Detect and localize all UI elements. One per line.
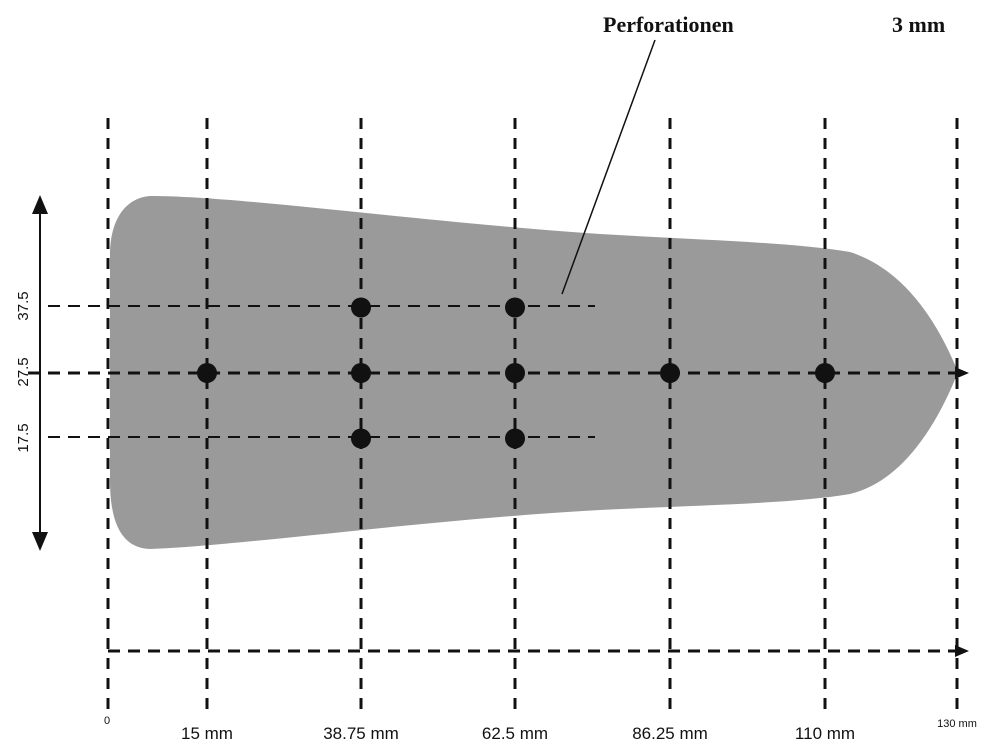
- y-tick-37-5: 37.5: [15, 291, 32, 320]
- x-tick-15: 15 mm: [181, 724, 233, 743]
- perforations: [197, 297, 835, 449]
- perforation-dot: [505, 428, 525, 449]
- perforation-dot: [351, 428, 371, 449]
- perforation-dot: [197, 363, 217, 383]
- width-dimension-arrow: [32, 195, 48, 551]
- x-tick-38-75: 38.75 mm: [323, 724, 399, 743]
- perforation-dot: [660, 363, 680, 383]
- x-tick-86-25: 86.25 mm: [632, 724, 708, 743]
- x-tick-62-5: 62.5 mm: [482, 724, 548, 743]
- y-tick-17-5: 17.5: [15, 423, 32, 452]
- x-tick-110: 110 mm: [795, 724, 855, 743]
- length-arrowhead: [955, 645, 969, 657]
- perforation-dot: [351, 363, 371, 383]
- center-line-arrowhead: [955, 367, 969, 379]
- perforation-callout-label: Perforationen: [603, 12, 734, 37]
- perforation-dot: [351, 297, 371, 318]
- perforation-dot: [505, 297, 525, 318]
- horizontal-guides: [28, 305, 960, 653]
- thickness-label: 3 mm: [892, 12, 945, 37]
- perforation-dot: [815, 363, 835, 383]
- perforation-dot: [505, 363, 525, 383]
- y-tick-27-5: 27.5: [15, 357, 32, 386]
- y-tick-labels: 37.5 27.5 17.5: [15, 291, 32, 452]
- callout-leader: [561, 39, 656, 295]
- x-tick-0: 0: [104, 715, 110, 727]
- x-tick-labels: 0 15 mm 38.75 mm 62.5 mm 86.25 mm 110 mm…: [104, 715, 977, 743]
- down-arrowhead: [32, 532, 48, 551]
- up-arrowhead: [32, 195, 48, 214]
- x-tick-130: 130 mm: [937, 718, 977, 730]
